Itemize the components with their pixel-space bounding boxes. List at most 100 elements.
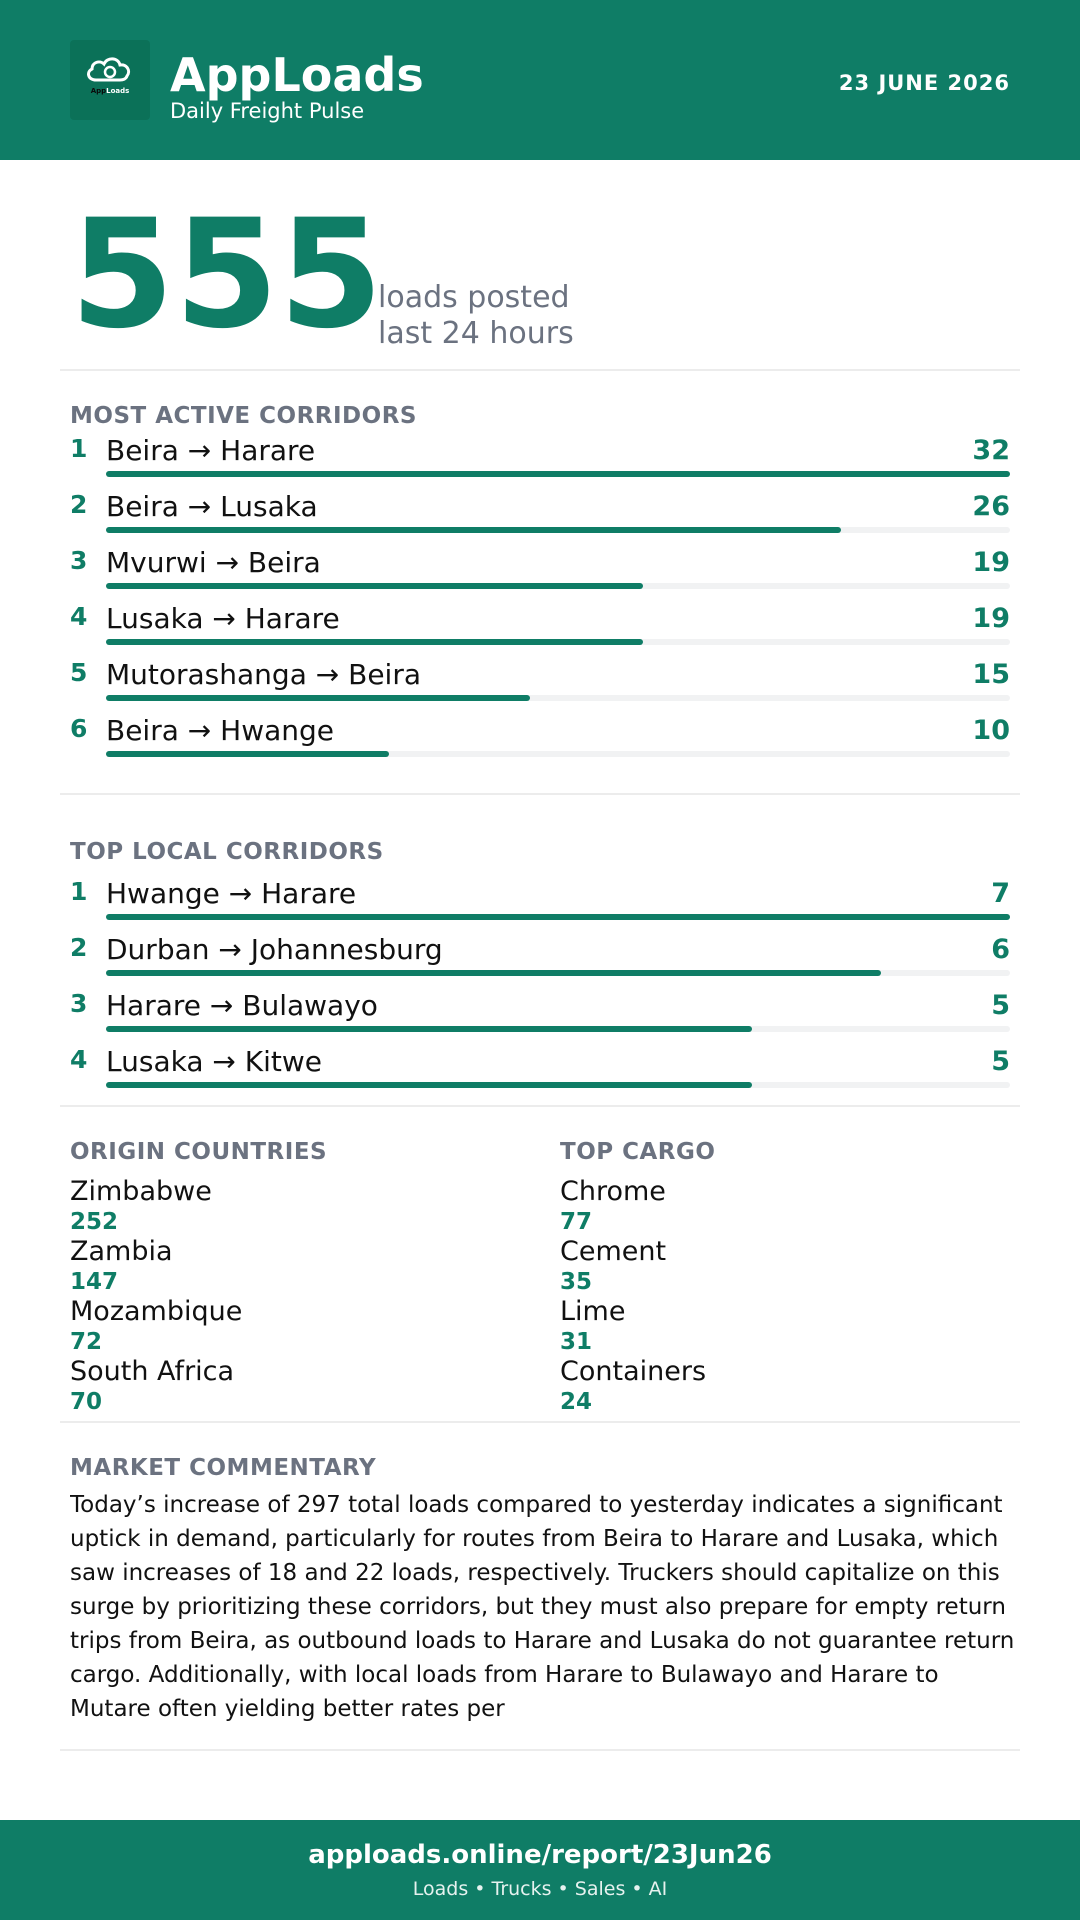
corridor-row: 3 Harare → Bulawayo 5 — [70, 988, 1010, 1044]
corridor-rank: 6 — [70, 714, 88, 743]
corridor-rank: 2 — [70, 933, 88, 962]
divider — [60, 1421, 1020, 1423]
corridor-route: Beira → Harare — [106, 434, 316, 467]
stat-value: 147 — [70, 1269, 119, 1295]
corridor-bar-track — [106, 527, 1010, 533]
loads-label: loads posted last 24 hours — [378, 280, 574, 352]
brand-tagline: Daily Freight Pulse — [170, 99, 365, 123]
market-commentary-text: Today’s increase of 297 total loads comp… — [70, 1492, 1015, 1722]
corridor-row: 1 Beira → Harare 32 — [70, 433, 1010, 489]
stat-name: Chrome — [560, 1176, 666, 1207]
stat-value: 24 — [560, 1389, 593, 1415]
loads-label-line2: last 24 hours — [378, 316, 574, 351]
corridor-route: Lusaka → Kitwe — [106, 1045, 322, 1078]
stat-name: Lime — [560, 1296, 626, 1327]
corridor-bar-track — [106, 695, 1010, 701]
corridor-bar-fill — [106, 914, 1010, 920]
corridor-rank: 4 — [70, 1045, 88, 1074]
corridor-rank: 3 — [70, 989, 88, 1018]
corridor-bar-track — [106, 914, 1010, 920]
corridor-route: Hwange → Harare — [106, 877, 357, 910]
corridor-bar-fill — [106, 1026, 752, 1032]
cloud-icon — [87, 57, 131, 82]
corridor-rank: 2 — [70, 490, 88, 519]
stat-value: 77 — [560, 1209, 593, 1235]
footer-banner: apploads.online/report/23Jun26 Loads • T… — [0, 1820, 1080, 1920]
corridor-route: Durban → Johannesburg — [106, 933, 443, 966]
section-title-local-corridors: TOP LOCAL CORRIDORS — [70, 839, 384, 865]
corridor-count: 32 — [972, 435, 1010, 466]
corridor-route: Beira → Lusaka — [106, 490, 318, 523]
stat-name: Containers — [560, 1356, 707, 1387]
corridor-row: 4 Lusaka → Harare 19 — [70, 601, 1010, 657]
section-title-active-corridors: MOST ACTIVE CORRIDORS — [70, 403, 417, 429]
section-title-market-commentary: MARKET COMMENTARY — [70, 1455, 377, 1481]
stat-value: 70 — [70, 1389, 103, 1415]
brand-name: AppLoads — [170, 48, 424, 102]
corridor-row: 2 Beira → Lusaka 26 — [70, 489, 1010, 545]
stat-value: 35 — [560, 1269, 593, 1295]
corridor-rank: 3 — [70, 546, 88, 575]
corridor-route: Beira → Hwange — [106, 714, 335, 747]
app-logo: AppLoads — [70, 40, 150, 120]
corridor-bar-track — [106, 1026, 1010, 1032]
loads-label-line1: loads posted — [378, 280, 570, 315]
corridor-bar-fill — [106, 583, 643, 589]
corridor-bar-track — [106, 970, 1010, 976]
divider — [60, 1105, 1020, 1107]
corridor-bar-track — [106, 583, 1010, 589]
corridor-bar-fill — [106, 471, 1010, 477]
stat-name: Zambia — [70, 1236, 173, 1267]
divider — [60, 793, 1020, 795]
corridor-route: Lusaka → Harare — [106, 602, 340, 635]
corridor-bar-fill — [106, 527, 841, 533]
corridor-bar-fill — [106, 970, 881, 976]
section-title-top-cargo: TOP CARGO — [560, 1139, 716, 1165]
header-banner: AppLoads AppLoads Daily Freight Pulse 23… — [0, 0, 1080, 160]
divider — [60, 369, 1020, 371]
corridor-route: Mutorashanga → Beira — [106, 658, 421, 691]
corridor-count: 19 — [972, 547, 1010, 578]
corridor-rank: 4 — [70, 602, 88, 631]
footer-links: Loads • Trucks • Sales • AI — [412, 1878, 668, 1900]
corridor-route: Mvurwi → Beira — [106, 546, 321, 579]
corridor-row: 6 Beira → Hwange 10 — [70, 713, 1010, 769]
corridor-bar-fill — [106, 639, 643, 645]
corridor-bar-track — [106, 751, 1010, 757]
corridor-row: 2 Durban → Johannesburg 6 — [70, 932, 1010, 988]
corridor-rank: 1 — [70, 877, 88, 906]
stat-name: Mozambique — [70, 1296, 243, 1327]
stat-value: 31 — [560, 1329, 593, 1355]
corridor-bar-track — [106, 639, 1010, 645]
corridor-row: 4 Lusaka → Kitwe 5 — [70, 1044, 1010, 1100]
stat-name: South Africa — [70, 1356, 235, 1387]
corridor-count: 15 — [972, 659, 1010, 690]
corridor-count: 5 — [991, 990, 1010, 1021]
report-date: 23 JUNE 2026 — [838, 71, 1010, 95]
corridor-bar-track — [106, 471, 1010, 477]
corridor-row: 5 Mutorashanga → Beira 15 — [70, 657, 1010, 713]
corridor-bar-fill — [106, 751, 389, 757]
corridor-row: 3 Mvurwi → Beira 19 — [70, 545, 1010, 601]
origin-countries-list: Zimbabwe 252 Zambia 147 Mozambique 72 South Af… — [70, 1176, 530, 1416]
stat-value: 252 — [70, 1209, 119, 1235]
corridor-rank: 5 — [70, 658, 88, 687]
corridor-rank: 1 — [70, 434, 88, 463]
corridor-count: 10 — [972, 715, 1010, 746]
divider — [60, 1749, 1020, 1751]
loads-total: 555 — [70, 188, 384, 362]
stat-name: Zimbabwe — [70, 1176, 212, 1207]
corridor-count: 26 — [972, 491, 1010, 522]
corridor-bar-track — [106, 1082, 1010, 1088]
section-title-origin-countries: ORIGIN COUNTRIES — [70, 1139, 328, 1165]
corridor-count: 19 — [972, 603, 1010, 634]
stat-name: Cement — [560, 1236, 667, 1267]
logo-wordmark: AppLoads — [90, 87, 130, 95]
stat-value: 72 — [70, 1329, 103, 1355]
corridor-count: 7 — [991, 878, 1010, 909]
report-url-link[interactable]: apploads.online/report/23Jun26 — [308, 1840, 772, 1870]
corridor-bar-fill — [106, 1082, 752, 1088]
corridor-count: 5 — [991, 1046, 1010, 1077]
corridor-bar-fill — [106, 695, 530, 701]
corridor-count: 6 — [991, 934, 1010, 965]
